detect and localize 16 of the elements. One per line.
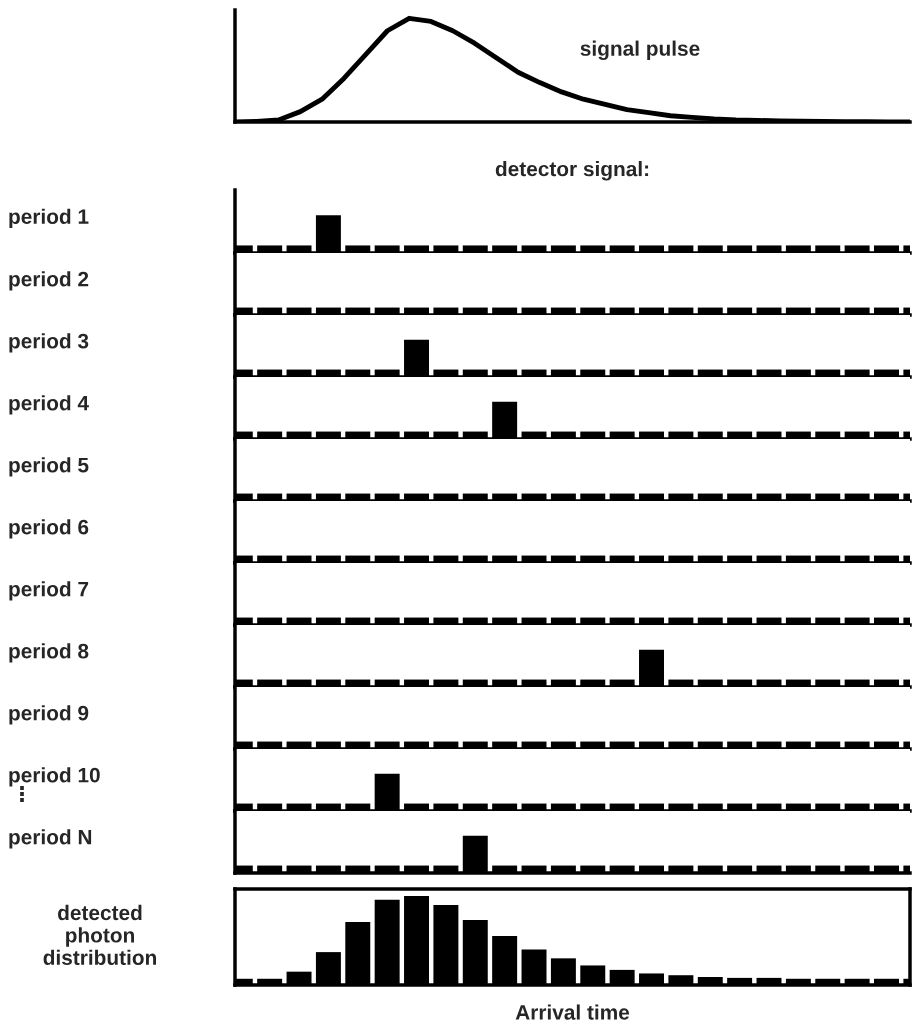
y-axis-title: period N <box>9 829 92 849</box>
y-axis-title: detected photon distribution <box>43 904 156 966</box>
y-axis-title: period 7 <box>9 581 89 601</box>
y-axis-title: period 3 <box>9 333 89 353</box>
x-axis-title: Arrival time <box>515 1004 630 1020</box>
y-axis-title: period 2 <box>9 271 89 291</box>
y-axis-title: period 6 <box>9 519 89 539</box>
text: ⋮ <box>20 786 24 803</box>
y-axis-title: period 5 <box>9 457 89 477</box>
y-axis-title: period 9 <box>9 705 89 725</box>
y-axis-title: period 4 <box>9 395 89 415</box>
y-axis-title: period 8 <box>9 643 89 663</box>
y-axis-title: period 10 <box>9 767 100 787</box>
annotation: signal pulse <box>580 40 700 61</box>
chart-title: detector signal: <box>495 161 649 181</box>
y-axis-title: period 1 <box>9 208 89 229</box>
